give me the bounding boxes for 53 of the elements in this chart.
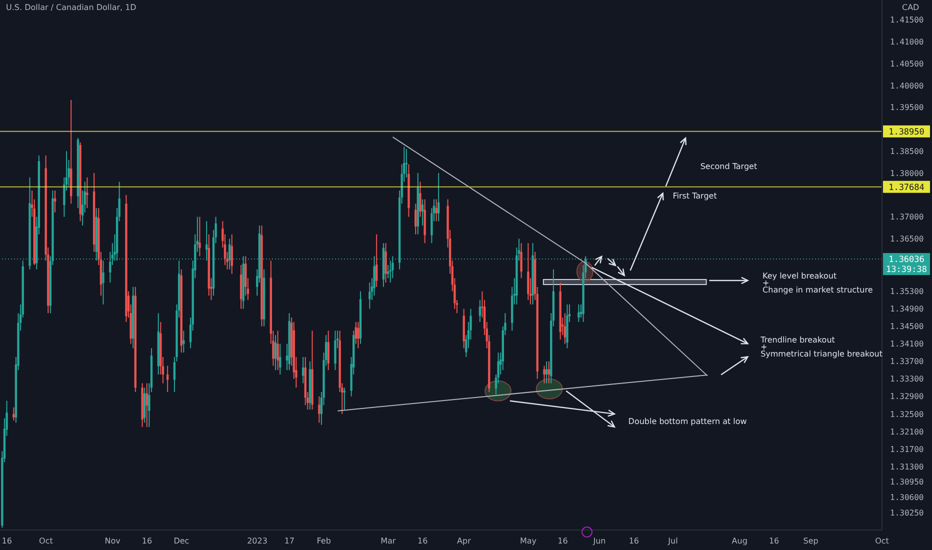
x-tick-label: Mar [380,536,396,546]
y-tick-label: 1.31300 [890,462,924,472]
y-tick-label: 1.34900 [890,304,924,314]
y-tick-label: 1.41000 [890,37,924,46]
x-tick-label: 16 [142,536,152,546]
y-tick-label: 1.32500 [890,410,924,419]
x-tick-label: 2023 [247,536,268,546]
y-tick-label: 1.37000 [890,212,924,222]
x-tick-label: 16 [628,536,640,546]
y-tick-label: 1.33700 [890,357,924,366]
y-tick-label: 1.35300 [890,287,924,296]
x-tick-label: Sep [803,536,818,546]
x-tick-label: 16 [558,536,568,546]
y-tick-label: 1.32900 [890,392,924,402]
y-tick-label: 1.38500 [890,146,924,156]
annotation: Trendline breakout + Symmetrical triangle breakout [760,336,882,359]
y-tick-label: 1.32100 [890,427,924,436]
y-tick-label: 1.40000 [890,81,924,90]
x-tick-label: Dec [174,536,190,546]
y-tick-label: 1.39500 [890,103,924,112]
x-tick-label: Apr [457,536,472,546]
x-tick-label: Oct [875,536,889,546]
x-tick-label: 16 [418,536,428,546]
x-tick-label: Jul [667,536,678,546]
x-tick-label: 16 [2,536,12,546]
x-tick-label: 17 [284,536,294,546]
y-tick-label: 1.30950 [890,478,924,487]
ref-line-label: 1.38950 [888,127,924,138]
y-tick-label: 1.30600 [890,492,924,502]
y-tick-label: 1.34100 [890,340,924,349]
y-axis-title: CAD [902,3,920,12]
x-tick-label: Feb [316,536,331,546]
annotation: Second Target [700,162,758,172]
ref-line-label: 1.37684 [888,182,924,193]
annotation: Double bottom pattern at low [628,416,748,426]
y-tick-label: 1.36500 [890,234,924,244]
ref-line-label: 1.36036 13:39:38 [886,255,927,276]
y-tick-label: 1.40500 [890,59,924,68]
y-tick-label: 1.31700 [890,444,924,454]
x-tick-label: May [520,536,537,546]
y-tick-label: 1.34500 [890,322,924,332]
x-tick-label: Jun [592,536,606,546]
x-tick-label: 16 [768,536,780,546]
x-tick-label: Aug [732,536,748,546]
x-tick-label: Nov [104,536,121,546]
y-tick-label: 1.30250 [890,508,924,518]
y-tick-label: 1.41500 [890,16,924,25]
annotation: Key level breakout + Change in market structure [762,272,873,295]
x-tick-label: Oct [39,536,53,546]
annotation: First Target [672,191,717,200]
chart-title: U.S. Dollar / Canadian Dollar, 1D [6,3,136,12]
y-tick-label: 1.33300 [890,374,924,384]
y-tick-label: 1.38000 [890,168,924,178]
